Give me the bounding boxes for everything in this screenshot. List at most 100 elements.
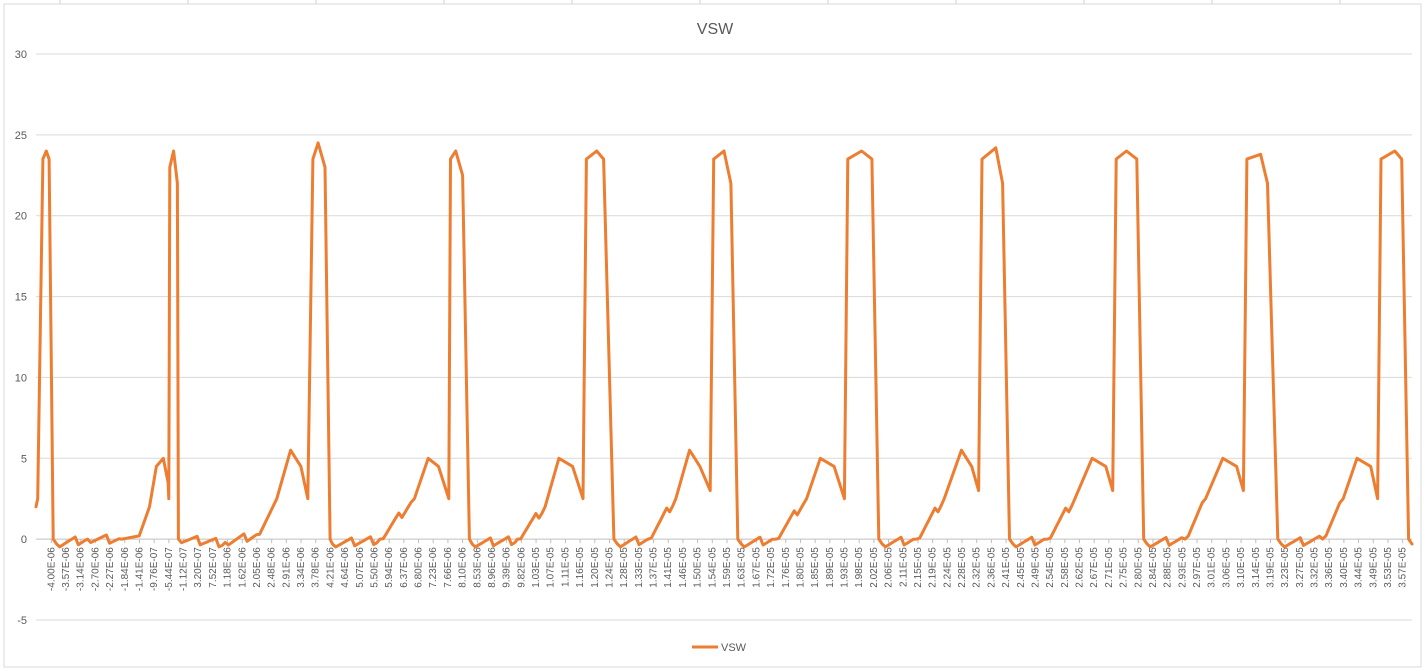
x-tick-label: 1.37E-05 bbox=[649, 547, 660, 588]
x-tick-label: 2.48E-06 bbox=[267, 547, 278, 588]
x-tick-label: 2.19E-05 bbox=[928, 547, 939, 588]
x-tick-label: 2.11E-05 bbox=[898, 547, 909, 587]
x-tick-label: 6.37E-06 bbox=[399, 547, 410, 588]
x-tick-label: 3.78E-06 bbox=[311, 547, 322, 588]
x-tick-label: -1.84E-06 bbox=[120, 547, 131, 591]
x-tick-label: 3.20E-07 bbox=[193, 547, 204, 588]
y-tick-label: 10 bbox=[15, 372, 27, 384]
x-tick-label: 5.50E-06 bbox=[369, 547, 380, 588]
x-tick-label: 9.39E-06 bbox=[502, 547, 513, 588]
x-tick-label: 3.06E-05 bbox=[1221, 547, 1232, 588]
x-tick-label: 2.49E-05 bbox=[1030, 547, 1041, 588]
x-tick-label: 1.89E-05 bbox=[825, 547, 836, 588]
x-tick-label: 1.62E-06 bbox=[237, 547, 248, 588]
x-tick-label: 2.80E-05 bbox=[1133, 547, 1144, 588]
x-tick-label: 1.03E-05 bbox=[531, 547, 542, 588]
x-tick-label: -1.41E-06 bbox=[134, 547, 145, 591]
series-line-vsw bbox=[34, 141, 1414, 549]
x-tick-label: 3.44E-05 bbox=[1354, 547, 1365, 588]
x-tick-label: 8.10E-06 bbox=[458, 547, 469, 588]
x-tick-label: 7.66E-06 bbox=[443, 547, 454, 588]
x-tick-label: 1.63E-05 bbox=[737, 547, 748, 588]
x-tick-label: 2.28E-05 bbox=[957, 547, 968, 588]
x-tick-label: 4.64E-06 bbox=[340, 547, 351, 588]
x-tick-label: 2.32E-05 bbox=[972, 547, 983, 588]
x-tick-label: 2.24E-05 bbox=[942, 547, 953, 588]
x-tick-label: 2.84E-05 bbox=[1148, 547, 1159, 588]
x-tick-label: 3.34E-06 bbox=[296, 547, 307, 588]
x-tick-label: 8.96E-06 bbox=[487, 547, 498, 588]
x-tick-label: 1.46E-05 bbox=[678, 547, 689, 588]
top-ruler bbox=[59, 0, 1341, 4]
x-tick-label: 2.88E-05 bbox=[1163, 547, 1174, 588]
gridlines bbox=[36, 53, 1412, 621]
y-tick-label: 25 bbox=[15, 130, 27, 142]
x-tick-label: 1.28E-05 bbox=[619, 547, 630, 588]
x-tick-label: 2.58E-05 bbox=[1060, 547, 1071, 588]
x-tick-label: 1.67E-05 bbox=[751, 547, 762, 588]
x-tick-label: -1.12E-07 bbox=[179, 547, 190, 591]
x-tick-label: 2.45E-05 bbox=[1016, 547, 1027, 588]
x-tick-label: 2.67E-05 bbox=[1089, 547, 1100, 588]
x-tick-label: 1.72E-05 bbox=[766, 547, 777, 588]
x-tick-label: 2.71E-05 bbox=[1104, 547, 1115, 588]
x-tick-label: 9.82E-06 bbox=[516, 547, 527, 588]
x-tick-label: 3.57E-05 bbox=[1398, 547, 1409, 588]
x-tick-label: 1.54E-05 bbox=[707, 547, 718, 588]
x-tick-label: 1.07E-05 bbox=[546, 547, 557, 588]
x-tick-label: 2.93E-05 bbox=[1177, 547, 1188, 588]
y-tick-label: 0 bbox=[21, 534, 27, 546]
x-tick-label: 1.80E-05 bbox=[795, 547, 806, 588]
x-tick-label: 1.18E-06 bbox=[223, 547, 234, 588]
y-tick-label: 20 bbox=[15, 211, 27, 223]
y-tick-label: 15 bbox=[15, 292, 27, 304]
y-tick-label: 5 bbox=[21, 453, 27, 465]
x-tick-label: 2.05E-06 bbox=[252, 547, 263, 588]
x-tick-label: 1.76E-05 bbox=[781, 547, 792, 588]
x-tick-label: -2.27E-06 bbox=[105, 547, 116, 591]
x-tick-label: 2.54E-05 bbox=[1045, 547, 1056, 588]
x-tick-label: 7.52E-07 bbox=[208, 547, 219, 588]
x-tick-label: 2.97E-05 bbox=[1192, 547, 1203, 588]
x-tick-label: 3.27E-05 bbox=[1295, 547, 1306, 588]
x-tick-label: 1.41E-05 bbox=[663, 547, 674, 588]
x-tick-label: 3.10E-05 bbox=[1236, 547, 1247, 588]
y-tick-label: -5 bbox=[17, 615, 27, 627]
x-tick-label: 2.75E-05 bbox=[1119, 547, 1130, 588]
x-tick-label: -2.70E-06 bbox=[90, 547, 101, 591]
x-axis-tick-labels: -4.00E-06 -3.57E-06 -3.14E-06 -2.70E-06 -2.2… bbox=[46, 547, 1408, 591]
legend[interactable]: VSW bbox=[692, 642, 747, 654]
legend-label: VSW bbox=[721, 642, 747, 654]
x-tick-label: 4.21E-06 bbox=[325, 547, 336, 588]
x-tick-label: 3.01E-05 bbox=[1207, 547, 1218, 588]
x-tick-label: 3.40E-05 bbox=[1339, 547, 1350, 588]
y-tick-label: 30 bbox=[15, 49, 27, 61]
x-tick-label: 5.07E-06 bbox=[355, 547, 366, 588]
x-tick-label: 1.20E-05 bbox=[590, 547, 601, 588]
x-tick-label: -9.76E-07 bbox=[149, 547, 160, 591]
y-axis-tick-labels: -5 0 5 10 15 20 25 30 bbox=[15, 49, 27, 627]
x-tick-label: 1.98E-05 bbox=[854, 547, 865, 588]
x-tick-label: 7.23E-06 bbox=[428, 547, 439, 588]
x-tick-label: 1.11E-05 bbox=[560, 547, 571, 587]
x-tick-label: 1.93E-05 bbox=[840, 547, 851, 588]
x-tick-label: 3.19E-05 bbox=[1265, 547, 1276, 588]
x-tick-label: -3.14E-06 bbox=[76, 547, 87, 591]
x-tick-label: 2.15E-05 bbox=[913, 547, 924, 588]
x-tick-label: -5.44E-07 bbox=[164, 547, 175, 591]
x-tick-label: 1.50E-05 bbox=[693, 547, 704, 588]
x-tick-label: -4.00E-06 bbox=[46, 547, 57, 591]
x-tick-label: 3.53E-05 bbox=[1383, 547, 1394, 588]
x-tick-label: 5.94E-06 bbox=[384, 547, 395, 588]
x-tick-label: 2.06E-05 bbox=[884, 547, 895, 588]
x-tick-label: 1.59E-05 bbox=[722, 547, 733, 588]
x-tick-label: 1.16E-05 bbox=[575, 547, 586, 588]
x-tick-label: 2.02E-05 bbox=[869, 547, 880, 588]
x-tick-label: 8.53E-06 bbox=[472, 547, 483, 588]
x-tick-label: 1.85E-05 bbox=[810, 547, 821, 588]
x-tick-label: 3.49E-05 bbox=[1368, 547, 1379, 588]
x-tick-label: 1.33E-05 bbox=[634, 547, 645, 588]
x-tick-label: 6.80E-06 bbox=[414, 547, 425, 588]
x-tick-label: 2.62E-05 bbox=[1075, 547, 1086, 588]
